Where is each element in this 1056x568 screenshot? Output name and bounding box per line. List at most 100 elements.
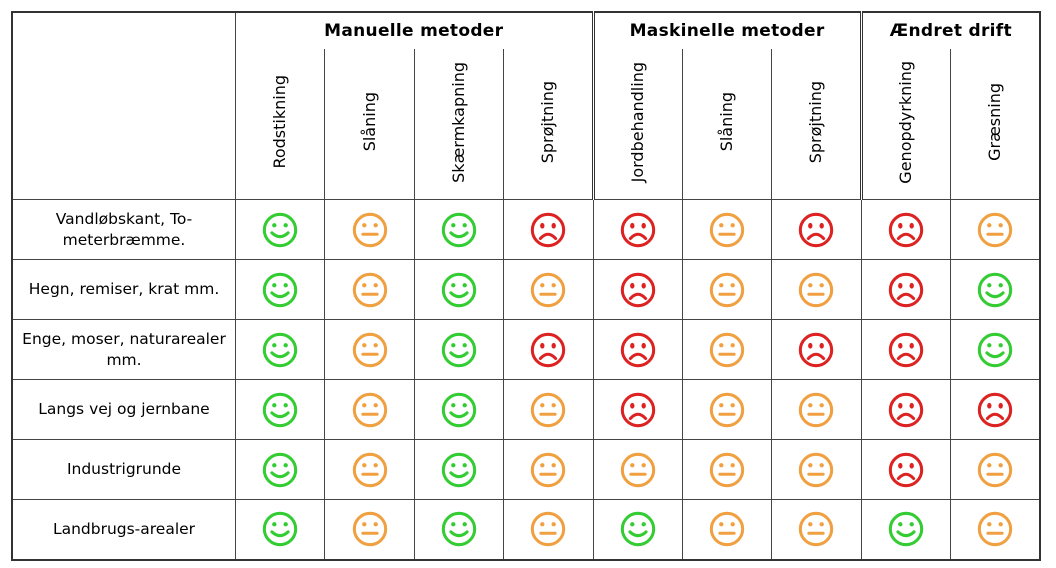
neutral-face-icon <box>709 332 745 367</box>
rating-cell <box>324 319 415 380</box>
rating-cell <box>681 379 773 440</box>
neutral-face-icon <box>531 392 566 427</box>
row-label: Langs vej og jernbane <box>11 379 236 440</box>
rating-cell <box>503 379 594 440</box>
sad-face-icon <box>888 212 924 247</box>
happy-face-icon <box>262 392 298 427</box>
rating-cell <box>324 499 415 560</box>
method-label: Sprøjtning <box>537 80 557 164</box>
table-body: Vandløbskant, To-meterbræmme. Hegn, remis… <box>11 199 1041 560</box>
rating-cell <box>503 439 594 500</box>
group-header-manual: Manuelle metoder <box>235 11 594 49</box>
rating-cell <box>503 259 594 320</box>
rating-cell <box>324 379 415 440</box>
rating-cell <box>413 499 505 560</box>
neutral-face-icon <box>531 272 566 307</box>
sad-face-icon <box>799 332 834 367</box>
rating-cell <box>413 379 505 440</box>
rating-cell <box>503 199 594 260</box>
rating-cell <box>681 439 773 500</box>
method-header: Græsning <box>950 49 1041 200</box>
rating-cell <box>592 439 683 500</box>
rating-cell <box>860 499 952 560</box>
sad-face-icon <box>531 332 566 367</box>
rating-cell <box>950 259 1041 320</box>
sad-face-icon <box>531 212 566 247</box>
rating-cell <box>860 319 952 380</box>
happy-face-icon <box>977 332 1013 367</box>
happy-face-icon <box>977 272 1013 307</box>
method-label: Slåning <box>359 92 379 152</box>
rating-cell <box>592 199 683 260</box>
method-header-row: Rodstikning Slåning Skærmkapning Sprøjtn… <box>12 49 1041 200</box>
rating-cell <box>950 439 1041 500</box>
neutral-face-icon <box>352 512 387 547</box>
rating-cell <box>503 319 594 380</box>
rating-cell <box>592 379 683 440</box>
row-label: Landbrugs-arealer <box>11 499 236 560</box>
table-row: Landbrugs-arealer <box>11 499 1041 560</box>
rating-cell <box>771 499 862 560</box>
sad-face-icon <box>888 392 924 427</box>
rating-cell <box>950 379 1041 440</box>
happy-face-icon <box>888 512 924 547</box>
happy-face-icon <box>441 452 477 487</box>
happy-face-icon <box>262 512 298 547</box>
rating-cell <box>681 319 773 380</box>
happy-face-icon <box>262 332 298 367</box>
sad-face-icon <box>977 392 1013 427</box>
method-header: Sprøjtning <box>771 49 862 200</box>
sad-face-icon <box>888 452 924 487</box>
table-row: Vandløbskant, To-meterbræmme. <box>11 199 1041 260</box>
neutral-face-icon <box>977 452 1013 487</box>
neutral-face-icon <box>799 272 834 307</box>
neutral-face-icon <box>531 512 566 547</box>
method-assessment-table: Manuelle metoder Maskinelle metoder Ændr… <box>11 11 1041 561</box>
method-header: Sprøjtning <box>503 49 594 200</box>
method-header: Slåning <box>324 49 415 200</box>
rating-cell <box>860 379 952 440</box>
rating-cell <box>681 499 773 560</box>
rating-cell <box>234 499 326 560</box>
sad-face-icon <box>888 272 924 307</box>
sad-face-icon <box>620 392 655 427</box>
rating-cell <box>771 319 862 380</box>
sad-face-icon <box>888 332 924 367</box>
rating-cell <box>413 259 505 320</box>
rating-cell <box>950 499 1041 560</box>
method-label: Græsning <box>985 83 1004 161</box>
neutral-face-icon <box>799 392 834 427</box>
row-label: Hegn, remiser, krat mm. <box>11 259 236 320</box>
table-row: Langs vej og jernbane <box>11 379 1041 440</box>
rating-cell <box>771 439 862 500</box>
neutral-face-icon <box>709 212 745 247</box>
row-label: Vandløbskant, To-meterbræmme. <box>11 199 236 260</box>
rating-cell <box>234 379 326 440</box>
method-label: Slåning <box>717 92 737 152</box>
rating-cell <box>860 439 952 500</box>
rating-cell <box>324 439 415 500</box>
group-header-row: Manuelle metoder Maskinelle metoder Ændr… <box>11 11 1041 200</box>
table-row: Enge, moser, naturarealer mm. <box>11 319 1041 380</box>
rating-cell <box>592 319 683 380</box>
row-label: Enge, moser, naturarealer mm. <box>11 319 236 380</box>
rating-cell <box>413 199 505 260</box>
happy-face-icon <box>262 212 298 247</box>
rating-cell <box>860 259 952 320</box>
row-label: Industrigrunde <box>11 439 236 500</box>
method-header: Genopdyrkning <box>859 49 952 200</box>
rating-cell <box>324 199 415 260</box>
neutral-face-icon <box>977 512 1013 547</box>
method-header: Skærmkapning <box>413 49 505 200</box>
group-header-changed-operation: Ændret drift <box>859 11 1041 49</box>
method-label: Rodstikning <box>270 75 290 169</box>
method-label: Skærmkapning <box>448 61 468 183</box>
rating-cell <box>771 199 862 260</box>
neutral-face-icon <box>709 272 745 307</box>
neutral-face-icon <box>709 452 745 487</box>
rating-cell <box>324 259 415 320</box>
method-header: Rodstikning <box>234 49 326 200</box>
neutral-face-icon <box>352 212 387 247</box>
rating-cell <box>681 199 773 260</box>
neutral-face-icon <box>799 512 834 547</box>
